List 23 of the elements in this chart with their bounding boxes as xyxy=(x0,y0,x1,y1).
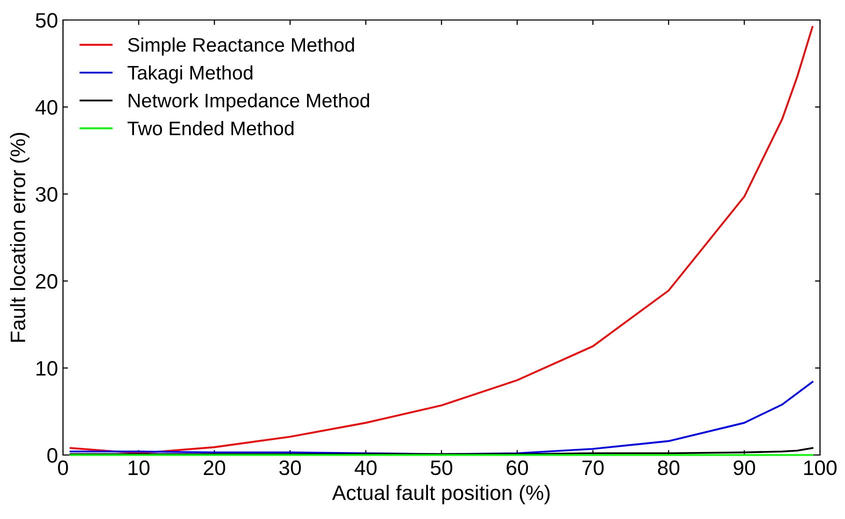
x-tick-label: 50 xyxy=(430,460,452,476)
legend-label: Two Ended Method xyxy=(128,121,294,136)
x-axis-title: Actual fault position (%) xyxy=(332,484,550,504)
y-axis-title: Fault location error (%) xyxy=(10,132,30,342)
y-tick-label: 0 xyxy=(47,448,58,463)
y-tick-label: 50 xyxy=(36,13,58,28)
y-tick-label: 40 xyxy=(35,100,58,115)
x-tick-label: 20 xyxy=(204,460,226,476)
x-tick-label: 60 xyxy=(506,460,528,476)
y-tick-label: 20 xyxy=(36,274,58,289)
x-tick-label: 40 xyxy=(354,460,377,476)
x-tick-label: 100 xyxy=(804,460,837,476)
x-tick-label: 80 xyxy=(658,460,680,476)
x-tick-label: 90 xyxy=(734,460,756,476)
x-tick-label: 70 xyxy=(582,460,604,476)
x-tick-label: 30 xyxy=(279,460,301,476)
legend-label: Takagi Method xyxy=(128,65,252,84)
legend-label: Network Impedance Method xyxy=(128,93,370,112)
y-tick-label: 10 xyxy=(36,361,58,376)
x-tick-label: 0 xyxy=(58,460,68,476)
y-tick-label: 30 xyxy=(36,187,58,202)
x-tick-label: 10 xyxy=(128,460,150,476)
legend-label: Simple Reactance Method xyxy=(128,38,354,56)
